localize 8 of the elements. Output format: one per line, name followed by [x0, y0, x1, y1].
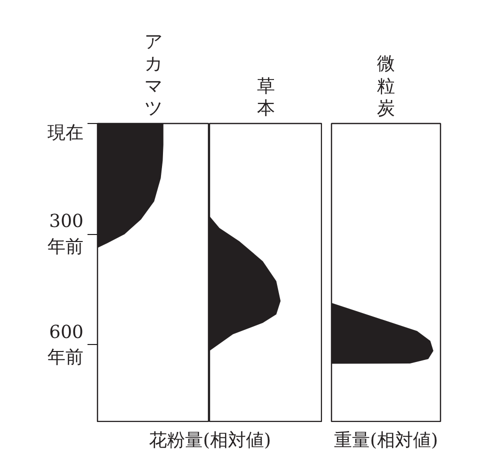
x-axis-title: 重量(相対値): [334, 430, 438, 451]
series-label: アカマツ: [144, 32, 162, 119]
x-axis-title: 花粉量(相対値): [148, 430, 272, 451]
text: 微粒炭: [377, 54, 395, 119]
y-tick-label: 現在: [48, 122, 84, 144]
y-tick-label: 600 年前: [48, 322, 84, 368]
text: 草本: [257, 76, 275, 119]
y-tick-label: 300 年前: [48, 211, 84, 258]
